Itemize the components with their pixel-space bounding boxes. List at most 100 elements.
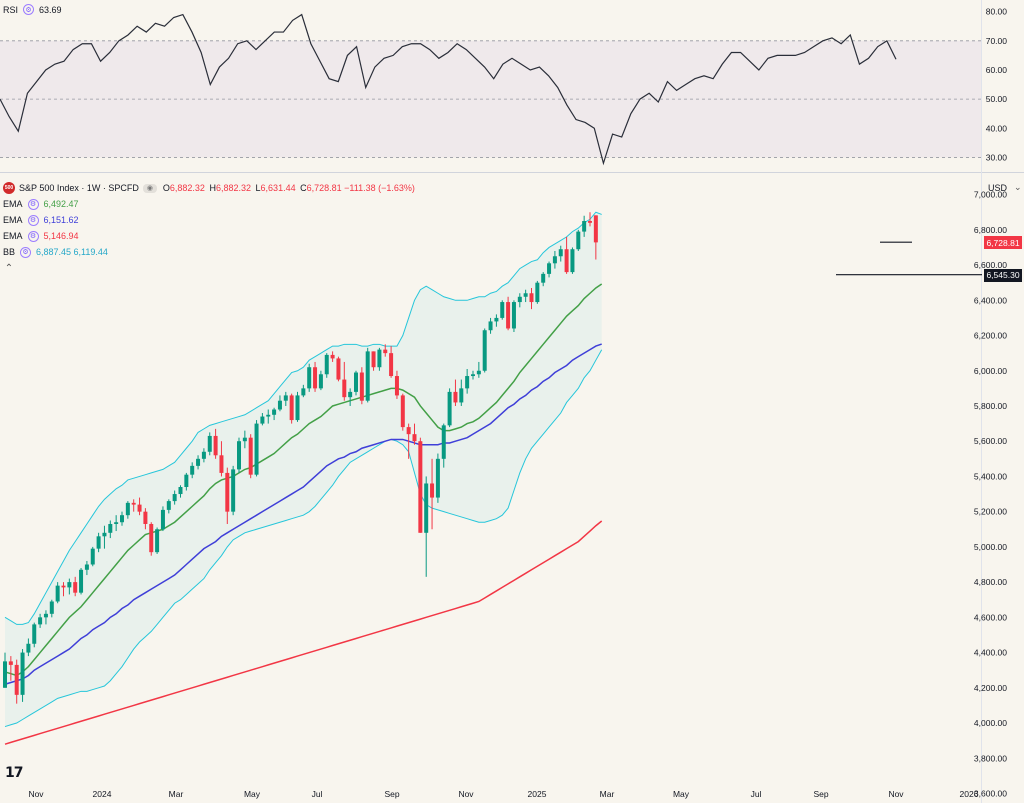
candle-body (354, 372, 358, 392)
candle-body (260, 416, 265, 424)
candle-body (582, 221, 587, 232)
candle-body (336, 358, 341, 380)
price-scale-border (981, 0, 982, 803)
candle-body (55, 585, 60, 602)
rsi-tick-label: 70.00 (986, 36, 1008, 46)
candle-body (523, 293, 528, 297)
tradingview-logo[interactable]: 17 (5, 765, 24, 781)
bollinger-band-fill (5, 212, 602, 727)
price-plot[interactable]: Nov 2024 Mar May Jul Sep Nov 2025 Mar May Jul Sep No… (0, 173, 1024, 803)
candle-body (20, 652, 25, 695)
candle-body (482, 330, 487, 371)
x-tick-label: Sep (813, 789, 828, 799)
candle-body (389, 353, 394, 377)
candle-body (14, 664, 19, 695)
candle-body (231, 469, 236, 512)
candle-body (459, 388, 464, 403)
x-tick-label: Nov (458, 789, 474, 799)
chevron-down-icon[interactable]: ⌄ (1014, 182, 1022, 192)
collapse-icon[interactable]: ⌃ (4, 262, 14, 274)
candle-body (447, 391, 452, 426)
eye-icon[interactable]: ◉ (142, 183, 157, 193)
candle-body (96, 536, 101, 549)
y-tick-label: 4,000.00 (974, 718, 1007, 728)
candle-body (371, 351, 376, 368)
ema-fast-line (4, 283, 603, 677)
indicator-name: BB (3, 247, 16, 257)
rsi-tick-label: 50.00 (986, 94, 1008, 104)
pane-separator[interactable] (0, 172, 1024, 173)
candle-body (120, 515, 124, 523)
candle-body (476, 370, 481, 375)
settings-icon[interactable]: ⚙ (27, 230, 39, 242)
rsi-legend[interactable]: RSI ⚙ 63.69 (3, 4, 62, 15)
candle-body (266, 414, 271, 417)
settings-icon[interactable]: ⚙ (23, 4, 35, 15)
currency-selector[interactable]: USD (988, 183, 1008, 193)
rsi-tick-label: 60.00 (986, 65, 1008, 75)
candle-body (301, 388, 306, 396)
candle-body (377, 349, 382, 368)
candle-body (529, 293, 534, 303)
ema-slow-line (4, 520, 603, 745)
candle-body (248, 437, 253, 475)
low-value: 6,631.44 (260, 183, 296, 193)
candle-body (318, 374, 323, 389)
symbol-title[interactable]: S&P 500 Index · 1W · SPCFD (19, 183, 139, 193)
rsi-plot[interactable]: 30.00 40.00 50.00 60.00 70.00 80.00 (0, 0, 1024, 172)
indicator-row[interactable]: BB ⚙ 6,887.45 6,119.44 (3, 244, 415, 260)
candle-body (500, 302, 505, 318)
candle-body (348, 391, 353, 398)
settings-icon[interactable]: ⚙ (27, 198, 39, 210)
symbol-row[interactable]: 500 S&P 500 Index · 1W · SPCFD ◉ O6,882.… (3, 180, 415, 196)
candle-body (131, 502, 136, 505)
last-price-label: 6,728.81 (984, 236, 1022, 250)
candle-body (254, 423, 259, 475)
rsi-tick-label: 40.00 (986, 123, 1008, 133)
candle-body (365, 351, 370, 401)
indicator-row[interactable]: EMA ⚙ 6,492.47 (3, 196, 415, 212)
rsi-tick-label: 30.00 (986, 152, 1008, 162)
settings-icon[interactable]: ⚙ (27, 214, 39, 226)
candle-body (155, 529, 160, 553)
indicator-value: 5,146.94 (43, 231, 79, 241)
y-tick-label: 6,000.00 (974, 366, 1007, 376)
candle-body (125, 502, 130, 516)
ema-mid-line (4, 343, 602, 685)
candle-body (90, 548, 95, 565)
rsi-pane[interactable]: 30.00 40.00 50.00 60.00 70.00 80.00 RSI ⚙ 63.… (0, 0, 1024, 172)
indicator-row[interactable]: EMA ⚙ 6,151.62 (3, 212, 415, 228)
high-value: 6,882.32 (215, 183, 252, 193)
candle-body (108, 523, 113, 533)
indicator-value: 6,492.47 (43, 199, 79, 209)
open-value: 6,882.32 (169, 183, 205, 193)
candle-body (307, 367, 312, 389)
horizontal-line-price-label: 6,545.30 (984, 268, 1022, 282)
candle-body (564, 249, 569, 273)
close-value: 6,728.81 (306, 183, 342, 193)
candle-body (541, 273, 546, 283)
y-tick-label: 7,000.00 (974, 190, 1007, 200)
candle-body (49, 601, 54, 614)
x-tick-label: May (673, 789, 690, 799)
settings-icon[interactable]: ⚙ (20, 246, 32, 258)
rsi-label: RSI (3, 4, 19, 15)
candle-body (593, 215, 598, 243)
candle-body (289, 395, 294, 421)
candle-body (588, 221, 592, 223)
indicator-row[interactable]: EMA ⚙ 5,146.94 (3, 228, 415, 244)
rsi-value: 63.69 (39, 4, 62, 15)
x-tick-label: 2025 (528, 789, 547, 799)
candle-body (313, 367, 318, 389)
candle-body (547, 263, 552, 274)
change-value: −111.38 (−1.63%) (344, 183, 415, 193)
y-tick-label: 5,600.00 (974, 436, 1007, 446)
x-tick-label: Nov (888, 789, 904, 799)
ohlc-values: O6,882.32 H6,882.32 L6,631.44 C6,728.81 … (162, 183, 415, 193)
candle-body (219, 455, 224, 473)
candle-body (324, 354, 329, 375)
candle-body (102, 532, 107, 537)
candle-body (412, 434, 417, 442)
candle-body (172, 494, 177, 502)
candle-body (67, 582, 72, 588)
